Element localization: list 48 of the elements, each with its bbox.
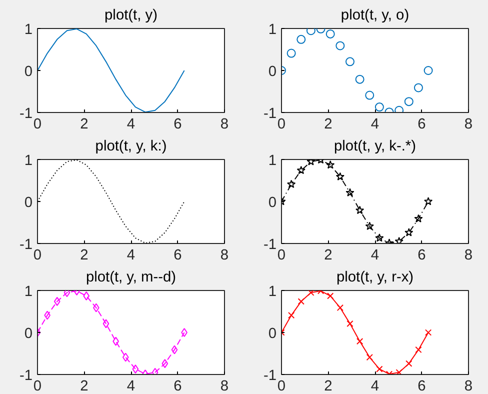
y-tick-label: 1 [24,22,33,38]
x-tick-label: 8 [464,116,473,132]
y-tick-label: -1 [263,237,277,253]
x-tick-label: 2 [80,116,88,132]
chart-title: plot(t, y, o) [340,8,410,24]
y-tick-label: 0 [24,326,33,342]
x-tick-label: 6 [418,248,426,264]
x-tick-label: 2 [324,378,332,394]
x-tick-label: 4 [126,248,136,264]
x-tick-label: 6 [174,378,182,394]
y-tick-label: 1 [268,153,277,169]
x-tick-label: 6 [418,116,426,132]
x-tick-label: 2 [80,378,88,394]
x-tick-label: 4 [126,378,136,394]
y-tick-label: -1 [19,106,33,122]
y-tick-label: 1 [24,153,33,169]
x-tick-label: 8 [220,116,229,132]
y-tick-label: -1 [263,106,277,122]
x-tick-label: 8 [220,378,229,394]
y-tick-label: -1 [263,368,277,384]
x-tick-label: 8 [220,248,229,264]
chart-title: plot(t, y) [104,8,158,24]
y-tick-label: 0 [24,195,33,211]
x-tick-label: 2 [324,248,332,264]
y-tick-label: 0 [268,64,277,80]
y-tick-label: 1 [268,284,277,300]
y-tick-label: -1 [19,368,33,384]
x-tick-label: 6 [174,116,182,132]
y-tick-label: 0 [268,195,277,211]
x-tick-label: 2 [80,248,88,264]
x-tick-label: 8 [464,248,473,264]
x-tick-label: 4 [370,378,380,394]
chart-title: plot(t, y, r-x) [336,270,414,286]
y-tick-label: 1 [268,22,277,38]
x-tick-label: 6 [418,378,426,394]
x-tick-label: 4 [370,248,380,264]
y-tick-label: -1 [19,237,33,253]
x-tick-label: 2 [324,116,332,132]
x-tick-label: 4 [370,116,380,132]
y-tick-label: 0 [268,326,277,342]
chart-title: plot(t, y, k-.*) [334,138,416,154]
x-tick-label: 6 [174,248,182,264]
x-tick-label: 4 [126,116,136,132]
x-tick-label: 8 [464,378,473,394]
y-tick-label: 1 [24,284,33,300]
y-tick-label: 0 [24,64,33,80]
chart-title: plot(t, y, k:) [95,138,167,154]
chart-title: plot(t, y, m--d) [86,270,176,286]
